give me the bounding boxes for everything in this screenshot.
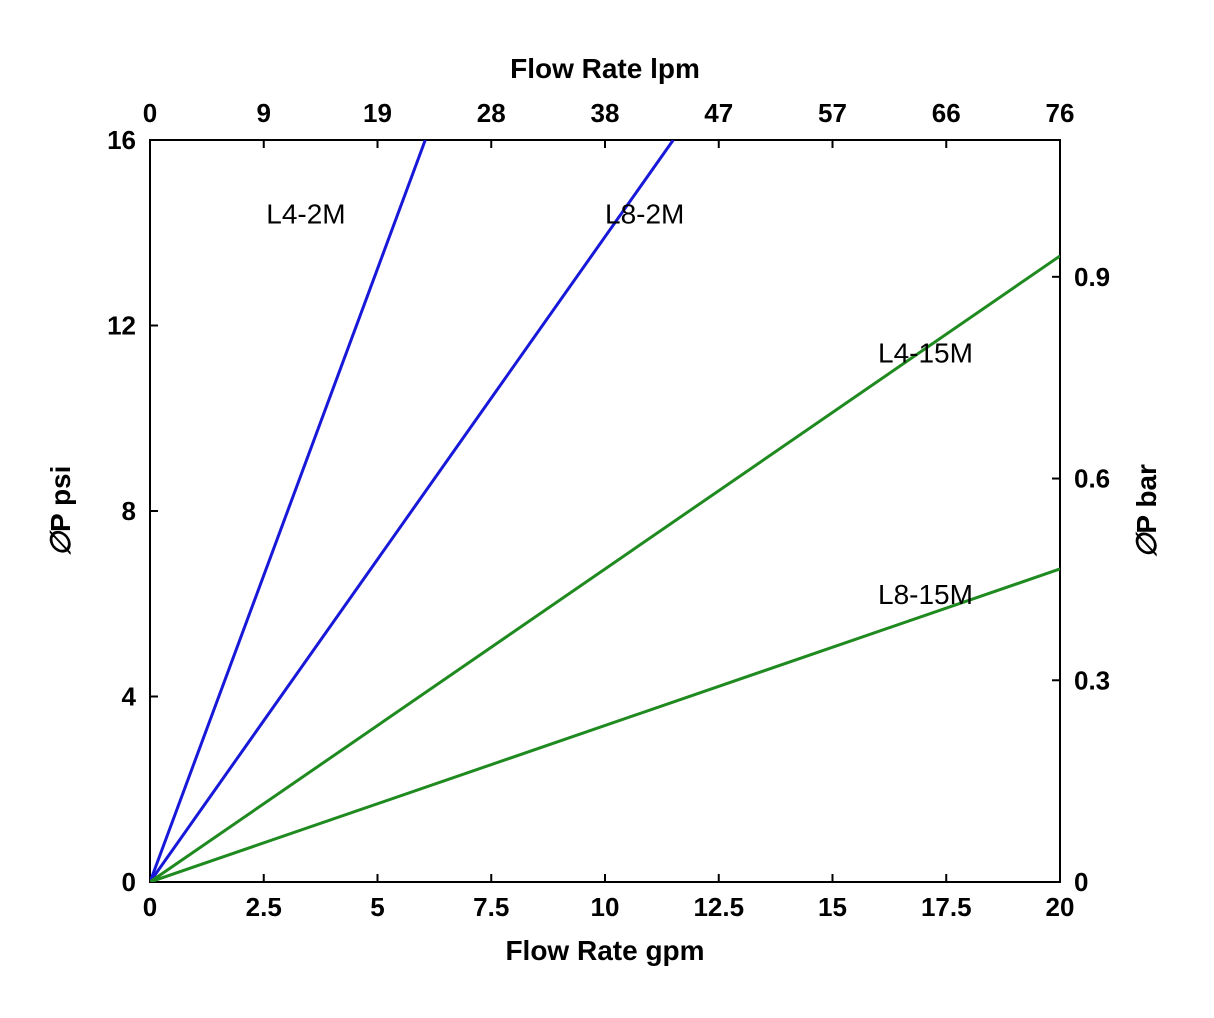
x-top-tick-label: 76: [1046, 98, 1075, 128]
series-group: [150, 140, 1060, 882]
series-label-l8-2m: L8-2M: [605, 198, 684, 229]
chart-svg: 0 2.5 5 7.5 10 12.5 15 17.5 20 Flow Rate gpm 0 9 19 2…: [0, 0, 1214, 1018]
y-left-tick-label: 8: [122, 496, 136, 526]
y-left-tick-label: 16: [107, 125, 136, 155]
y-right-tick-label: 0.9: [1074, 262, 1110, 292]
y-right-tick-label: 0.3: [1074, 665, 1110, 695]
series-label-l4-2m: L4-2M: [266, 198, 345, 229]
x-top-tick-label: 19: [363, 98, 392, 128]
x-top-tick-label: 0: [143, 98, 157, 128]
x-bottom-tick-label: 15: [818, 892, 847, 922]
x-bottom-tick-label: 7.5: [473, 892, 509, 922]
x-top-tick-label: 38: [591, 98, 620, 128]
y-right-tick-label: 0: [1074, 867, 1088, 897]
series-line-l4-2m: [150, 140, 425, 882]
x-bottom-tick-label: 5: [370, 892, 384, 922]
x-bottom-tick-label: 0: [143, 892, 157, 922]
x-top-tick-label: 66: [932, 98, 961, 128]
x-top-tick-label: 28: [477, 98, 506, 128]
x-bottom-tick-label: 12.5: [693, 892, 744, 922]
series-line-l8-2m: [150, 140, 673, 882]
series-label-l8-15m: L8-15M: [878, 579, 973, 610]
x-bottom-tick-label: 2.5: [246, 892, 282, 922]
x-top-tick-label: 47: [704, 98, 733, 128]
chart-container: 0 2.5 5 7.5 10 12.5 15 17.5 20 Flow Rate gpm 0 9 19 2…: [0, 0, 1214, 1018]
x-top-tick-label: 57: [818, 98, 847, 128]
x-top-tick-label: 9: [257, 98, 271, 128]
series-label-l4-15m: L4-15M: [878, 338, 973, 369]
y-right-tick-label: 0.6: [1074, 464, 1110, 494]
y-left-title: ∅P psi: [45, 466, 76, 557]
x-bottom-tick-label: 20: [1046, 892, 1075, 922]
x-bottom-tick-label: 17.5: [921, 892, 972, 922]
x-top-title: Flow Rate lpm: [510, 53, 700, 84]
x-bottom-tick-label: 10: [591, 892, 620, 922]
y-left-tick-label: 12: [107, 311, 136, 341]
y-left-tick-label: 4: [122, 682, 137, 712]
x-bottom-title: Flow Rate gpm: [505, 935, 704, 966]
y-right-title: ∅P bar: [1131, 464, 1162, 558]
series-line-l8-15m: [150, 569, 1060, 882]
y-left-tick-label: 0: [122, 867, 136, 897]
